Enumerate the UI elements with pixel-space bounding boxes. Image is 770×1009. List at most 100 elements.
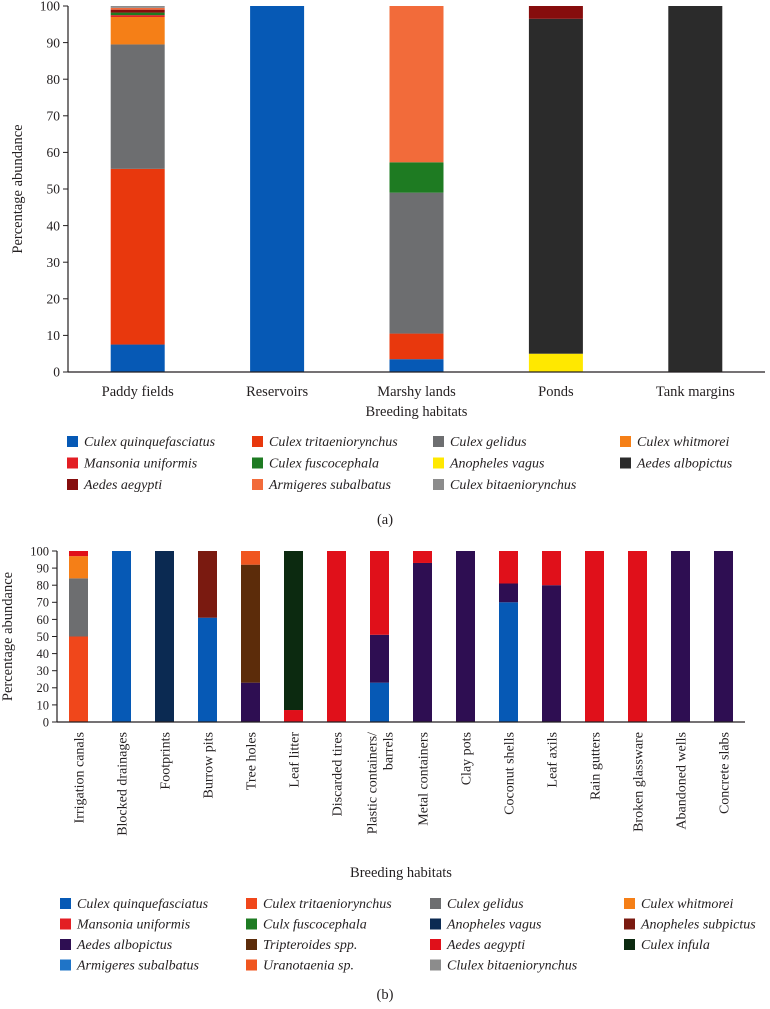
chart-b-category-label: Burrow pits: [202, 732, 217, 799]
chart-a-bar-paddy-fields-culex-fuscocephala: [110, 12, 165, 16]
chart-b-bar-burrow-pits-anopheles-subpictus: [198, 551, 217, 618]
chart-b-bar-concrete-slabs-aedes-albopictus: [714, 551, 733, 722]
chart-a-bar-ponds-anopheles-vagus: [528, 353, 583, 372]
chart-a-bar-ponds-aedes-aegypti: [528, 6, 583, 19]
chart-b-y-tick-label: 90: [37, 561, 50, 575]
chart-b-y-tick-label: 40: [37, 647, 50, 661]
chart-b-legend-swatch-clulex-bitaeniorynchus: [430, 959, 441, 971]
chart-a-y-tick-label: 20: [47, 292, 61, 307]
chart-a-legend-label-anopheles-vagus: Anopheles vagus: [449, 457, 545, 472]
chart-b-legend-label-uranotaenia-sp: Uranotaenia sp.: [263, 959, 354, 974]
chart-a-bar-marshy-lands-armigeres-subalbatus: [389, 6, 444, 163]
chart-a-legend-swatch-culex-whitmorei: [620, 436, 631, 447]
chart-a-y-tick-label: 100: [40, 0, 61, 14]
chart-b-y-tick-label: 100: [30, 544, 49, 558]
chart-a-y-axis-title: Percentage abundance: [10, 124, 26, 253]
chart-a-legend-label-mansonia-uniformis: Mansonia uniformis: [83, 457, 198, 472]
chart-a-y-tick-label: 60: [47, 145, 61, 160]
chart-b-bar-leaf-axils-aedes-albopictus: [542, 585, 561, 722]
chart-b-legend-swatch-culex-whitmorei: [624, 898, 635, 909]
chart-b-legend-label-clulex-bitaeniorynchus: Clulex bitaeniorynchus: [447, 959, 578, 974]
chart-a-bar-marshy-lands-culex-gelidus: [389, 192, 444, 334]
chart-a-legend-swatch-mansonia-uniformis: [67, 457, 78, 469]
chart-b-bar-tree-holes-tripteroides-spp: [241, 564, 260, 683]
chart-b-category-label: Blocked drainages: [116, 732, 131, 836]
chart-b-y-tick-label: 30: [37, 664, 50, 678]
chart-b-category-label: Rain gutters: [589, 732, 604, 800]
chart-b-bar-abandoned-wells-aedes-albopictus: [671, 551, 690, 722]
chart-b-legend-label-anopheles-subpictus: Anopheles subpictus: [640, 918, 756, 933]
chart-b-legend-label-culex-quinquefasciatus: Culex quinquefasciatus: [77, 897, 209, 912]
chart-a-y-tick-label: 70: [47, 109, 61, 124]
chart-a-legend-label-culex-whitmorei: Culex whitmorei: [637, 435, 730, 450]
chart-b-y-tick-label: 70: [37, 596, 50, 610]
chart-b-category-label: Irrigation canals: [73, 732, 88, 823]
chart-b-legend-swatch-culex-infula: [624, 939, 635, 950]
chart-a-category-label: Tank margins: [656, 384, 735, 400]
chart-b-bar-leaf-axils-aedes-aegypti: [542, 551, 561, 586]
chart-a-legend-label-aedes-albopictus: Aedes albopictus: [636, 457, 733, 472]
chart-a-bar-paddy-fields-culex-bitaeniorynchus: [110, 6, 165, 8]
chart-a-legend-swatch-culex-gelidus: [433, 436, 444, 447]
chart-a-legend-swatch-culex-tritaeniorynchus: [252, 436, 263, 447]
chart-a-category-label: Reservoirs: [246, 384, 308, 400]
chart-panel-a: 0 10 20 30 40 50 60 70 80 90 100 Paddy fields Reserv…: [10, 0, 765, 528]
chart-b-legend-label-tripteroides-spp: Tripteroides spp.: [263, 938, 357, 953]
chart-b-legend-swatch-culx-fuscocephala: [246, 918, 257, 930]
chart-b-bar-metal-containers-aedes-albopictus: [413, 562, 432, 722]
chart-b-bar-plastic-containers-barrels-aedes-albopictus: [370, 634, 389, 683]
chart-b-bar-footprints-anopheles-vagus: [155, 551, 174, 722]
chart-a-y-tick-label: 40: [47, 218, 61, 233]
chart-a-bar-marshy-lands-culex-tritaeniorynchus: [389, 333, 444, 360]
chart-a-y-tick-label: 30: [47, 255, 61, 270]
chart-b-legend-label-culex-infula: Culex infula: [641, 938, 710, 953]
chart-b-category-label: Tree holes: [245, 732, 260, 790]
chart-b-category-label: Coconut shells: [503, 732, 518, 815]
chart-a-bar-paddy-fields-aedes-aegypti: [110, 9, 165, 13]
chart-a-legend-swatch-armigeres-subalbatus: [252, 479, 263, 490]
chart-b-category-label: Leaf litter: [288, 732, 303, 788]
chart-b-bar-broken-glassware-aedes-aegypti: [628, 551, 647, 722]
chart-b-bar-irrigation-canals-culex-whitmorei: [69, 556, 88, 579]
chart-b-bar-metal-containers-aedes-aegypti: [413, 551, 432, 563]
chart-a-bar-ponds-aedes-albopictus: [528, 18, 583, 354]
chart-b-bar-blocked-drainages-culex-quinquefasciatus: [112, 551, 131, 722]
chart-a-legend-swatch-culex-quinquefasciatus: [67, 436, 78, 447]
chart-b-category-label: Metal containers: [417, 732, 432, 826]
chart-b-panel-label: (b): [377, 987, 394, 1003]
chart-a-y-tick-label: 0: [53, 365, 60, 380]
chart-b-category-label: Footprints: [159, 732, 174, 790]
chart-a-legend-swatch-anopheles-vagus: [433, 457, 444, 469]
chart-b-legend-swatch-culex-tritaeniorynchus: [246, 898, 257, 909]
chart-a-y-tick-label: 90: [47, 35, 61, 50]
chart-b-legend-swatch-anopheles-vagus: [430, 918, 441, 930]
chart-b-bar-coconut-shells-aedes-aegypti: [499, 551, 518, 584]
chart-b-category-label: Broken glassware: [632, 732, 647, 832]
chart-b-category-label: Abandoned wells: [675, 732, 690, 830]
chart-a-bar-paddy-fields-culex-whitmorei: [110, 16, 165, 45]
chart-b-category-label: Leaf axils: [546, 732, 561, 788]
chart-a-legend-label-aedes-aegypti: Aedes aegypti: [83, 478, 162, 493]
chart-a-category-label: Ponds: [538, 384, 574, 400]
chart-b-bar-leaf-litter-aedes-aegypti: [284, 710, 303, 722]
chart-a-legend-swatch-aedes-albopictus: [620, 457, 631, 469]
chart-b-legend-label-aedes-albopictus: Aedes albopictus: [76, 938, 173, 953]
chart-b-bar-irrigation-canals-aedes-aegypti: [69, 551, 88, 557]
chart-b-bar-leaf-litter-culex-infula: [284, 551, 303, 711]
chart-b-category-label: Concrete slabs: [718, 732, 733, 814]
chart-b-y-tick-label: 0: [43, 715, 49, 729]
chart-a-legend-label-culex-gelidus: Culex gelidus: [450, 435, 527, 450]
chart-b-y-tick-label: 20: [37, 681, 50, 695]
chart-b-bar-coconut-shells-aedes-albopictus: [499, 583, 518, 603]
chart-b-y-axis-title: Percentage abundance: [0, 572, 16, 701]
chart-b-bar-tree-holes-aedes-albopictus: [241, 682, 260, 722]
chart-b-legend-label-culex-tritaeniorynchus: Culex tritaeniorynchus: [263, 897, 392, 912]
chart-b-legend-swatch-anopheles-subpictus: [624, 918, 635, 930]
chart-b-legend-swatch-tripteroides-spp: [246, 939, 257, 950]
chart-b-legend-label-culx-fuscocephala: Culx fuscocephala: [263, 918, 367, 933]
chart-a-legend-swatch-aedes-aegypti: [67, 479, 78, 490]
chart-b-legend-swatch-uranotaenia-sp: [246, 959, 257, 971]
chart-b-bar-irrigation-canals-culex-gelidus: [69, 578, 88, 637]
chart-a-panel-label: (a): [377, 512, 393, 528]
chart-a-legend-swatch-culex-fuscocephala: [252, 457, 263, 469]
